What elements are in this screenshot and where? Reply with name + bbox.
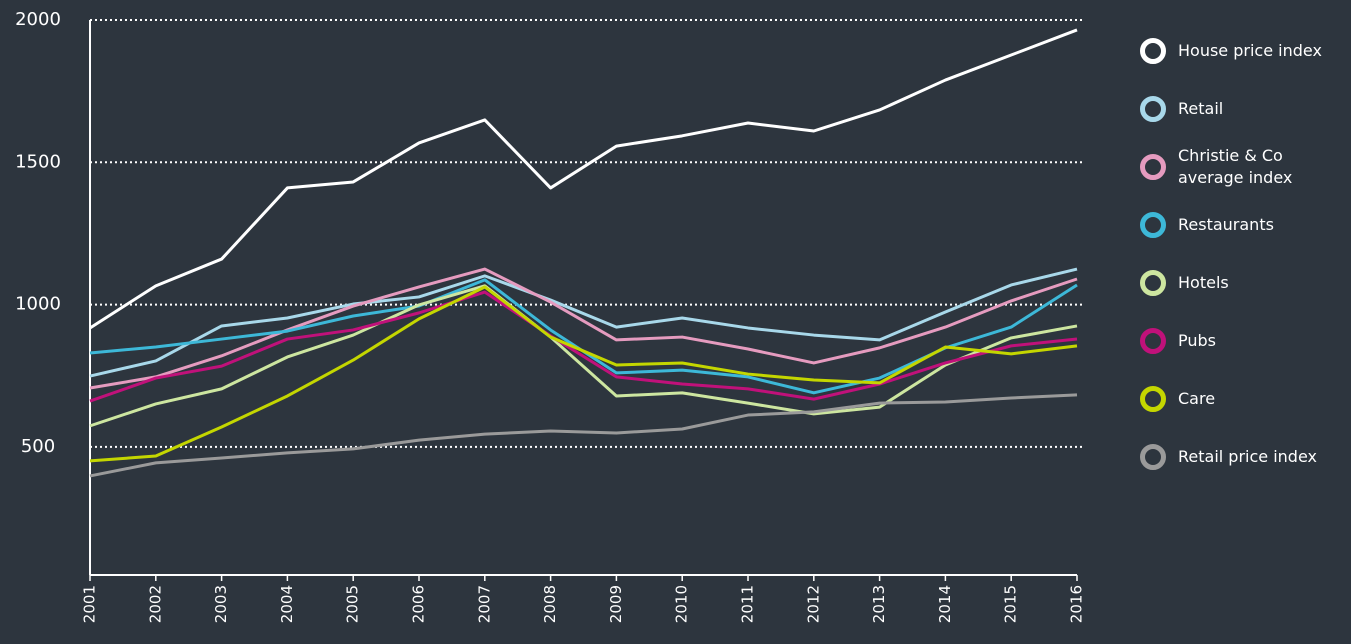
- legend-label: Pubs: [1178, 331, 1216, 350]
- legend-label: Restaurants: [1178, 215, 1274, 234]
- legend-item: Pubs: [1140, 312, 1345, 370]
- legend-label: Retail: [1178, 99, 1224, 118]
- legend-label: House price index: [1178, 41, 1322, 60]
- series-line: [89, 28, 1078, 330]
- legend-label: Care: [1178, 389, 1216, 408]
- y-tick-label: 1000: [15, 294, 61, 315]
- legend-label: Hotels: [1178, 273, 1229, 292]
- legend-marker: [1140, 328, 1166, 354]
- x-tick-label: 2015: [1002, 585, 1020, 623]
- x-tick-label: 2001: [81, 585, 99, 623]
- series-line: [89, 285, 1078, 463]
- y-tick-label: 2000: [15, 9, 61, 30]
- x-tick-label: 2013: [870, 585, 888, 623]
- series-line: [89, 290, 1078, 403]
- x-tick-label: 2004: [278, 585, 296, 623]
- legend-marker: [1140, 212, 1166, 238]
- series-line: [89, 284, 1078, 428]
- x-tick-label: 2003: [212, 585, 230, 623]
- legend-marker: [1140, 154, 1166, 180]
- legend-item: Retail: [1140, 80, 1345, 138]
- legend: House price index Retail Christie & Co ave…: [1140, 22, 1345, 486]
- series-line: [89, 267, 1078, 390]
- series-line: [89, 393, 1078, 478]
- x-tick-label: 2008: [541, 585, 559, 623]
- legend-marker: [1140, 38, 1166, 64]
- legend-item: House price index: [1140, 22, 1345, 80]
- y-tick-label: 1500: [15, 151, 61, 172]
- x-tick-label: 2005: [344, 585, 362, 623]
- x-tick-label: 2012: [804, 585, 822, 623]
- legend-label: Retail price index: [1178, 447, 1317, 466]
- legend-item: Restaurants: [1140, 196, 1345, 254]
- y-tick-label: 500: [21, 436, 55, 457]
- legend-marker: [1140, 444, 1166, 470]
- legend-label: Christie & Co average index: [1178, 146, 1293, 187]
- legend-item: Hotels: [1140, 254, 1345, 312]
- x-tick-label: 2010: [673, 585, 691, 623]
- legend-item: Care: [1140, 370, 1345, 428]
- x-tick-label: 2006: [410, 585, 428, 623]
- legend-marker: [1140, 386, 1166, 412]
- x-tick-label: 2016: [1068, 585, 1086, 623]
- chart: 500 1000 1500 2000 2001 2002 2003 2004 2005 2006 2…: [15, 9, 1086, 623]
- x-tick-label: 2002: [146, 585, 164, 623]
- legend-marker: [1140, 270, 1166, 296]
- legend-item: Christie & Co average index: [1140, 138, 1345, 196]
- series-line: [89, 267, 1078, 378]
- x-tick-label: 2014: [936, 585, 954, 623]
- legend-item: Retail price index: [1140, 428, 1345, 486]
- legend-marker: [1140, 96, 1166, 122]
- x-tick-label: 2009: [607, 585, 625, 623]
- x-tick-label: 2007: [475, 585, 493, 623]
- x-tick-label: 2011: [739, 585, 757, 623]
